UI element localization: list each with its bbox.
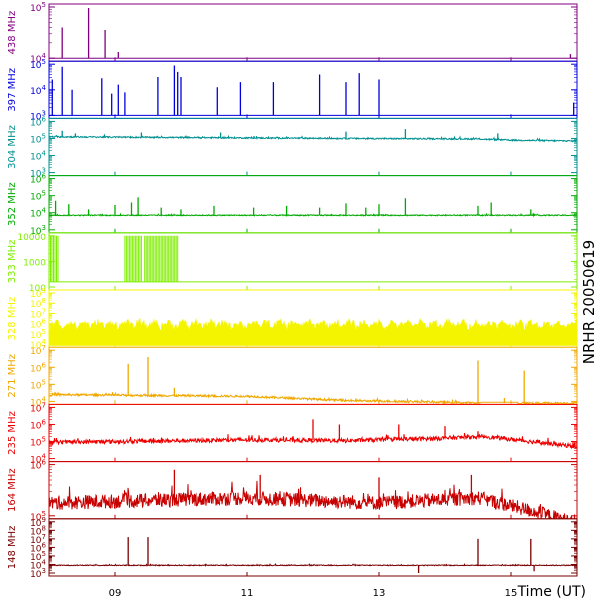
y-tick-label: 104 — [30, 207, 46, 220]
y-tick-label: 105 — [30, 378, 46, 391]
series — [49, 129, 577, 143]
series — [49, 537, 577, 573]
flux-line — [49, 212, 577, 218]
y-tick-label: 106 — [30, 361, 46, 374]
series — [49, 317, 577, 346]
x-tick-label: 15 — [505, 588, 518, 599]
flux-line — [49, 480, 577, 519]
flux-area — [49, 317, 577, 345]
y-tick-label: 100 — [29, 284, 46, 294]
panel-frame — [48, 3, 578, 62]
channel-label: 304 MHz — [7, 125, 18, 169]
channel-label: 333 MHz — [7, 240, 18, 284]
panel-frame — [48, 175, 578, 234]
series — [49, 469, 577, 519]
channel-label: 397 MHz — [7, 68, 18, 112]
y-tick-label: 1000 — [23, 258, 46, 268]
panel-frame — [48, 117, 578, 177]
y-tick-label: 104 — [30, 150, 46, 163]
x-axis-label: Time (UT) — [517, 584, 586, 600]
series — [49, 197, 577, 218]
channel-label: 164 MHz — [7, 468, 18, 512]
y-tick-label: 105 — [30, 1, 46, 14]
y-tick-label: 105 — [30, 190, 46, 203]
channel-label: 235 MHz — [7, 411, 18, 455]
y-tick-label: 106 — [30, 418, 46, 431]
series — [49, 235, 577, 283]
series — [49, 8, 577, 59]
y-tick-label: 105 — [30, 436, 46, 449]
x-tick-label: 13 — [373, 588, 386, 599]
channel-label: 148 MHz — [7, 526, 18, 570]
x-tick-label: 09 — [109, 588, 122, 599]
flux-line — [49, 432, 577, 450]
flux-line — [49, 391, 577, 405]
y-tick-label: 104 — [30, 84, 46, 97]
series — [49, 357, 577, 405]
y-tick-label: 10000 — [17, 233, 46, 243]
side-title: NRHR 20050619 — [580, 240, 598, 364]
series — [49, 65, 577, 116]
channel-label: 328 MHz — [7, 297, 18, 341]
x-tick-label: 11 — [241, 588, 254, 599]
x-axis: Time (UT) 09 11 13 15 — [109, 584, 586, 600]
channel-label: 352 MHz — [7, 182, 18, 226]
series — [49, 419, 577, 450]
flux-line — [49, 133, 577, 143]
y-tick-label: 105 — [30, 132, 46, 145]
channel-label: 271 MHz — [7, 354, 18, 398]
channel-label: 438 MHz — [7, 11, 18, 55]
flux-line — [49, 562, 577, 568]
panel-frame — [48, 60, 578, 119]
